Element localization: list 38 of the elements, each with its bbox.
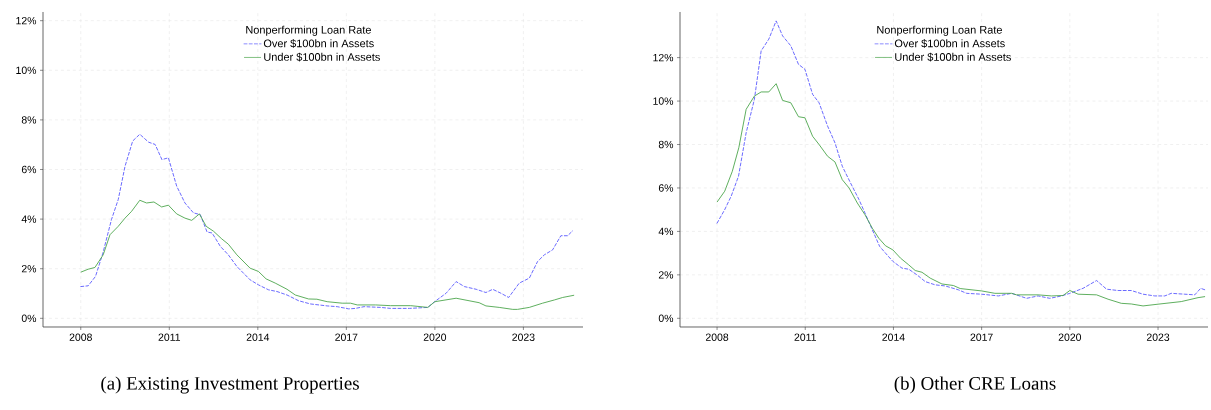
line-series [80,199,575,310]
x-tick-label: 2008 [69,333,92,341]
legend-label: Over $100bn in Assets [894,39,1005,48]
x-tick-label: 2011 [158,333,181,341]
legend-title: Nonperforming Loan Rate [877,25,1002,36]
x-tick-label: 2020 [1058,333,1082,341]
y-tick-label: 2% [21,265,37,273]
x-tick-label: 2017 [335,333,358,341]
x-tick-label: 2008 [705,333,729,341]
line-series [80,133,574,310]
y-tick-label: 4% [21,215,37,223]
y-tick-label: 4% [658,227,674,236]
legend-title: Nonperforming Loan Rate [246,25,371,36]
legend-label: Over $100bn in Assets [263,39,374,48]
text: (a) Existing Investment Properties [101,376,359,394]
x-tick-label: 2014 [882,333,905,341]
y-tick-label: 8% [658,140,674,149]
y-tick-label: 0% [658,314,674,323]
y-tick-label: 8% [21,116,37,124]
y-tick-label: 10% [16,66,37,74]
x-tick-label: 2023 [512,333,535,341]
y-tick-label: 12% [653,53,674,62]
legend-label: Under $100bn in Assets [264,52,380,62]
y-tick-label: 6% [658,184,674,192]
y-tick-label: 12% [16,17,37,25]
x-tick-label: 2017 [970,333,993,341]
text: (b) Other CRE Loans [894,376,1056,394]
line-series [716,20,1206,299]
y-tick-label: 2% [658,271,674,279]
x-tick-label: 2023 [1146,333,1170,341]
legend-label: Under $100bn in Assets [895,52,1011,62]
x-tick-label: 2020 [423,333,447,341]
x-tick-label: 2011 [794,333,816,341]
y-tick-label: 6% [21,165,37,174]
y-tick-label: 0% [21,314,37,323]
x-tick-label: 2014 [246,333,270,341]
y-tick-label: 10% [653,97,674,105]
line-series [716,83,1206,307]
